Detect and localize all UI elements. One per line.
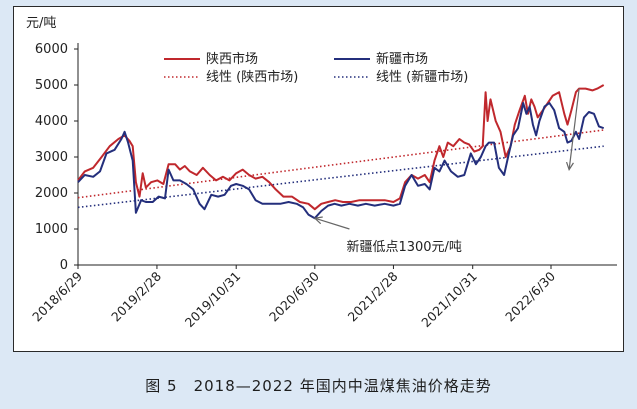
y-tick-label: 0 <box>60 258 68 273</box>
y-tick-label: 4000 <box>35 114 68 129</box>
y-tick-label: 5000 <box>35 78 68 93</box>
annotation-arrow-line <box>568 88 580 170</box>
x-tick-label: 2018/6/29 <box>29 268 85 324</box>
annotations: 新疆低点1300元/吨 <box>313 88 580 255</box>
x-tick-label: 2022/6/30 <box>502 268 558 324</box>
x-tick-label: 2020/6/30 <box>266 268 322 324</box>
y-tick-label: 2000 <box>35 186 68 201</box>
y-tick-label: 6000 <box>35 42 68 57</box>
annotation-arrow-head <box>313 216 323 225</box>
series-line-0 <box>77 84 605 211</box>
trend-lines <box>77 129 604 209</box>
series-lines <box>77 84 605 220</box>
annotation-arrow-head <box>565 161 574 171</box>
legend-label: 线性 (陕西市场) <box>206 69 298 85</box>
chart-frame: 元/吨 0 1000 2000 3000 4000 5000 6000 2018/6/29 2… <box>13 6 624 352</box>
annotation-arrow-line <box>314 217 350 230</box>
series-line-1 <box>77 102 605 220</box>
x-axis: 2018/6/29 2019/2/28 2019/10/31 2020/6/30 202… <box>29 264 617 331</box>
x-tick-label: 2021/10/31 <box>418 269 480 331</box>
x-tick-label: 2021/2/28 <box>345 268 401 324</box>
x-tick-label: 2019/2/28 <box>108 268 164 324</box>
annotation-text: 新疆低点1300元/吨 <box>346 239 461 255</box>
legend-label: 陕西市场 <box>206 51 258 67</box>
legend-label: 线性 (新疆市场) <box>376 69 468 85</box>
legend-label: 新疆市场 <box>376 51 428 67</box>
y-unit-label: 元/吨 <box>26 16 56 31</box>
y-axis: 0 1000 2000 3000 4000 5000 6000 <box>35 42 79 273</box>
trend-line-2 <box>77 129 604 199</box>
x-tick-label: 2019/10/31 <box>182 269 244 331</box>
y-tick-label: 3000 <box>35 150 68 165</box>
figure-caption: 图 5 2018—2022 年国内中温煤焦油价格走势 <box>145 377 492 395</box>
y-tick-label: 1000 <box>35 222 68 237</box>
